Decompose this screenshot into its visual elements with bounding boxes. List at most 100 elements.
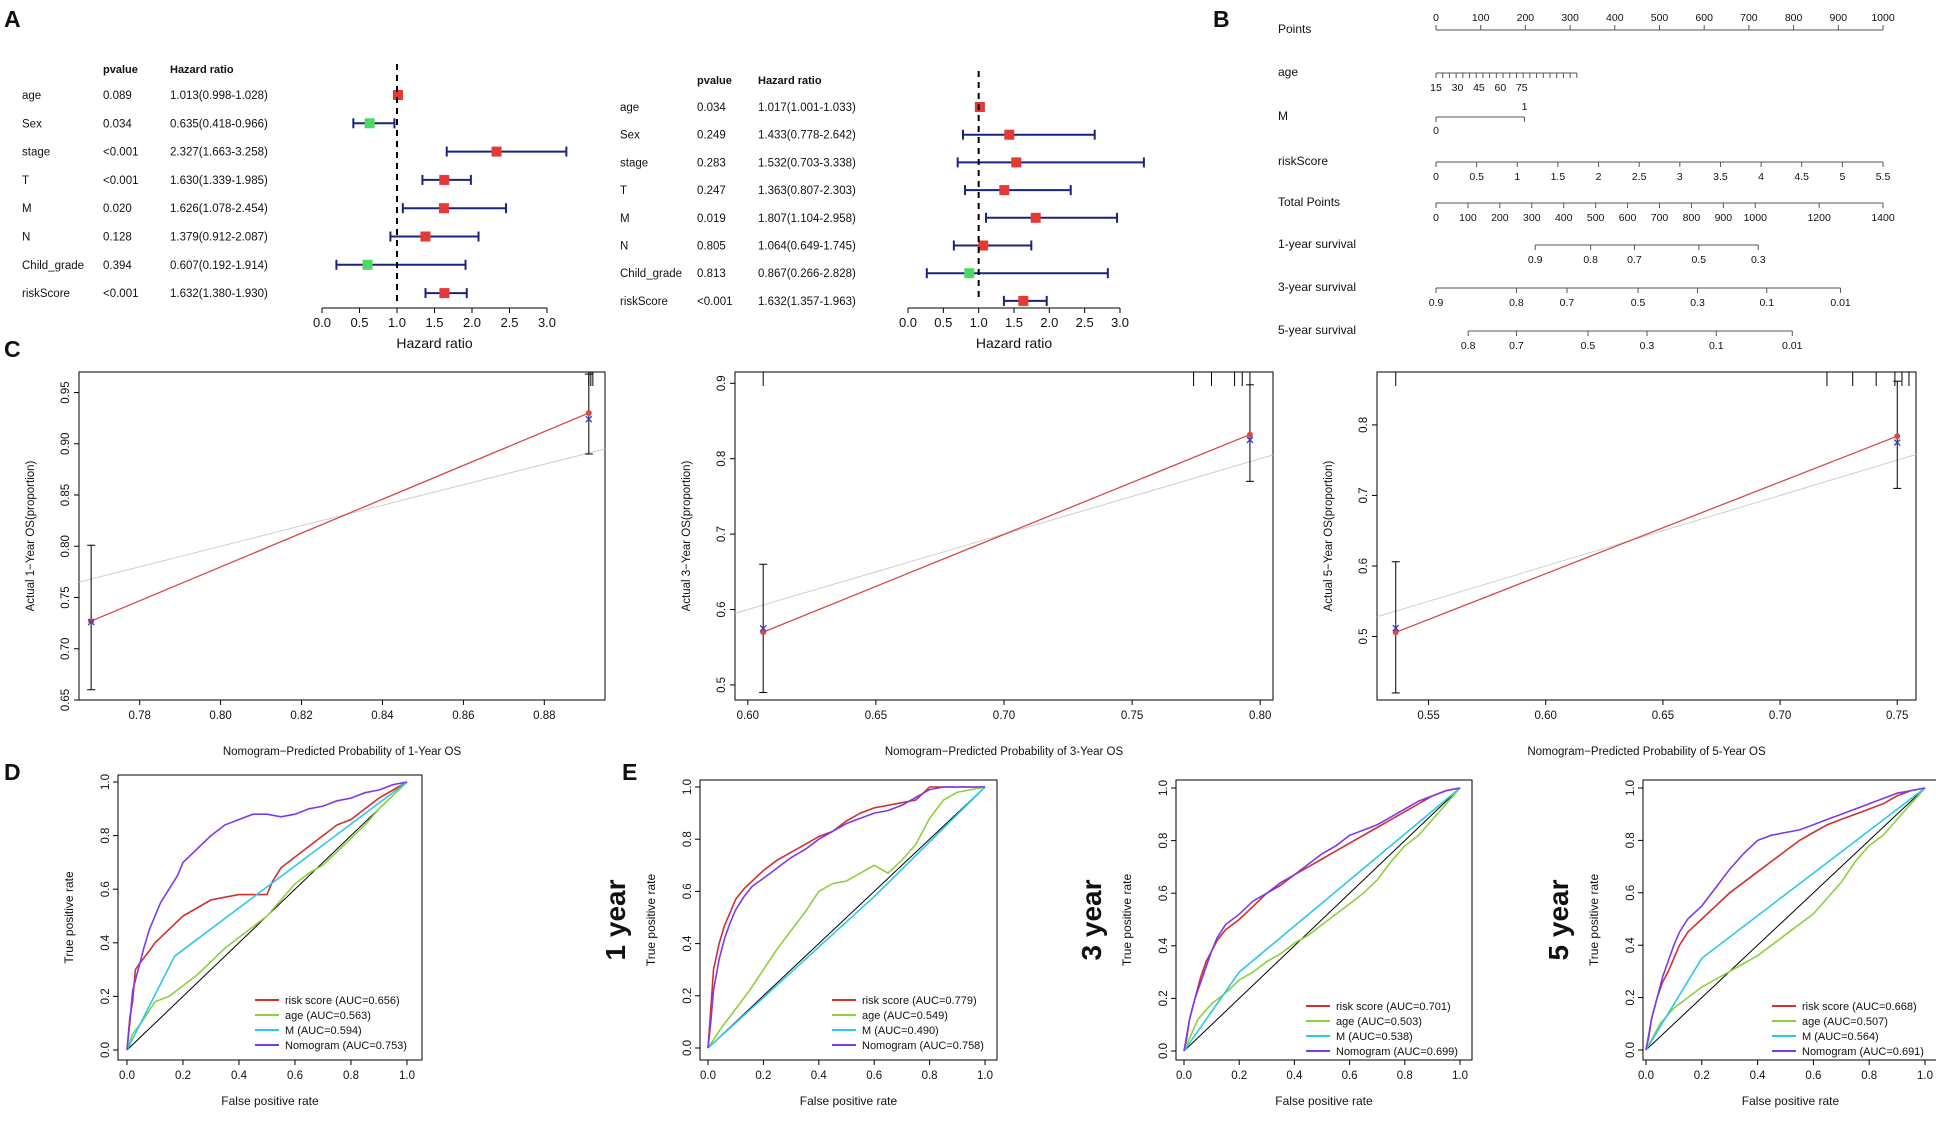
x-tick-label: 0.80 <box>209 710 231 722</box>
nomogram-tick-label: 600 <box>1695 12 1713 24</box>
y-tick-label: 1.0 <box>1158 780 1170 796</box>
calibration-plot-cal_1y: 0.78 0.80 0.82 0.84 0.86 0.88 0.65 0.70 0.75 0.80… <box>25 371 606 758</box>
row-hr-text: 0.635(0.418-0.966) <box>170 118 268 130</box>
nomogram-tick-label: 0 <box>1433 12 1439 24</box>
panel-letter-D: D <box>4 759 21 785</box>
x-axis-title: False positive rate <box>1275 1094 1373 1108</box>
nomogram-tick-label: 0.7 <box>1560 297 1575 309</box>
row-hr-text: 1.630(1.339-1.985) <box>170 175 268 187</box>
x-tick-label: 0.5 <box>934 315 952 330</box>
nomogram-tick-label: 5.5 <box>1876 171 1891 183</box>
row-hr-text: 2.327(1.663-3.258) <box>170 147 268 159</box>
panel-letter-A: A <box>4 6 21 32</box>
x-axis-title: False positive rate <box>1742 1094 1840 1108</box>
nomogram-tick-label: 1400 <box>1871 212 1895 224</box>
y-tick-label: 0.85 <box>60 484 72 506</box>
forest-plot-forest_uni: pvalue Hazard ratio age 0.089 1.013(0.998-1.… <box>22 64 568 351</box>
x-tick-label: 3.0 <box>538 315 556 330</box>
x-tick-label: 0.0 <box>700 1070 716 1082</box>
nomogram-tick-label: 1 <box>1514 171 1520 183</box>
x-tick-label: 0.75 <box>1886 710 1908 722</box>
x-tick-label: 0.60 <box>1535 710 1557 722</box>
x-tick-label: 2.5 <box>1076 315 1094 330</box>
y-tick-label: 0.4 <box>1625 937 1637 954</box>
x-tick-label: 0.84 <box>371 710 394 722</box>
y-tick-label: 0.7 <box>716 526 728 542</box>
roc-plot-roc_d: 0.0 0.0 0.2 0.2 0.4 0.4 0.6 0.6 0.8 0.8 1.0 1.0 Fals… <box>62 774 423 1108</box>
row-label: age <box>22 90 41 102</box>
y-tick-label: 0.8 <box>716 451 728 467</box>
x-tick-label: 0.2 <box>755 1070 771 1082</box>
hr-point <box>974 102 985 112</box>
row-label: Child_grade <box>22 260 84 272</box>
row-label: age <box>620 102 639 114</box>
roc-curve-nomo <box>126 781 408 1051</box>
legend-entry: age (AUC=0.507) <box>1802 1016 1888 1028</box>
y-tick-label: 0.8 <box>682 831 694 847</box>
x-tick-label: 1.0 <box>399 1070 415 1082</box>
roc-curve-age <box>1645 787 1926 1051</box>
y-tick-label: 0.4 <box>682 935 694 952</box>
y-tick-label: 0.0 <box>682 1040 694 1056</box>
nomogram-tick-label: 0 <box>1433 125 1439 137</box>
nomogram-tick-label: 600 <box>1619 212 1637 224</box>
nomogram-tick-label: 0.5 <box>1631 297 1646 309</box>
nomogram-tick-label: 0.1 <box>1709 340 1724 352</box>
y-axis-title: Actual 3−Year OS(proportion) <box>681 460 693 611</box>
row-pvalue: 0.805 <box>697 241 726 253</box>
timepoint-label: 5 year <box>1543 879 1574 960</box>
corrected-point <box>1392 624 1400 632</box>
x-tick-label: 0.0 <box>1638 1070 1654 1082</box>
y-tick-label: 0.0 <box>100 1042 112 1058</box>
roc-curve-nomo <box>707 786 985 1049</box>
chance-diagonal <box>1645 787 1926 1051</box>
corrected-point <box>87 618 95 626</box>
corrected-point <box>585 415 593 423</box>
plot-frame <box>1175 779 1473 1061</box>
nomogram-tick-label: 5 <box>1839 171 1845 183</box>
row-pvalue: 0.128 <box>103 232 132 244</box>
y-tick-label: 1.0 <box>682 779 694 795</box>
hr-point <box>491 146 502 157</box>
y-tick-label: 0.70 <box>60 638 72 660</box>
x-tick-label: 0.75 <box>1121 710 1143 722</box>
nomogram-tick-label: 900 <box>1715 212 1733 224</box>
hr-point <box>1004 129 1015 140</box>
nomogram-tick-label: 700 <box>1740 12 1758 24</box>
row-hr-text: 1.379(0.912-2.087) <box>170 232 268 244</box>
nomogram-row-label: M <box>1278 109 1288 123</box>
x-tick-label: 0.70 <box>993 710 1015 722</box>
nomogram-row-label: 1-year survival <box>1278 237 1356 251</box>
row-label: Sex <box>22 118 42 130</box>
row-label: N <box>22 232 30 244</box>
row-label: M <box>620 213 630 225</box>
nomogram-tick-label: 300 <box>1523 212 1541 224</box>
x-tick-label: 0.70 <box>1769 710 1791 722</box>
y-axis-title: True positive rate <box>1587 874 1601 967</box>
row-hr-text: 1.363(0.807-2.303) <box>758 185 856 197</box>
roc-curve-risk <box>126 781 408 1051</box>
y-tick-label: 0.8 <box>1625 832 1637 848</box>
roc-curve-risk <box>707 786 985 1049</box>
y-tick-label: 1.0 <box>1625 780 1637 796</box>
row-pvalue: <0.001 <box>697 296 733 308</box>
roc-curve-m <box>1645 787 1926 1051</box>
row-pvalue: 0.089 <box>103 90 132 102</box>
timepoint-label: 1 year <box>600 879 631 960</box>
x-tick-label: 1.0 <box>970 315 988 330</box>
x-axis-title: Hazard ratio <box>396 335 472 351</box>
timepoint-label: 3 year <box>1076 879 1107 960</box>
x-tick-label: 0.82 <box>290 710 312 722</box>
x-axis-title: Nomogram−Predicted Probability of 3-Year… <box>885 746 1124 758</box>
x-tick-label: 0.6 <box>1805 1070 1821 1082</box>
nomogram-tick-label: 0.7 <box>1627 254 1642 266</box>
nomogram-tick-label: 0.5 <box>1469 171 1484 183</box>
row-pvalue: <0.001 <box>103 288 139 300</box>
x-tick-label: 0.5 <box>350 315 368 330</box>
plot-frame <box>117 774 423 1061</box>
x-tick-label: 0.0 <box>899 315 917 330</box>
row-pvalue: <0.001 <box>103 175 139 187</box>
y-tick-label: 0.8 <box>100 828 112 844</box>
nomogram-tick-label: 0.8 <box>1509 297 1524 309</box>
x-axis-title: False positive rate <box>800 1094 898 1108</box>
